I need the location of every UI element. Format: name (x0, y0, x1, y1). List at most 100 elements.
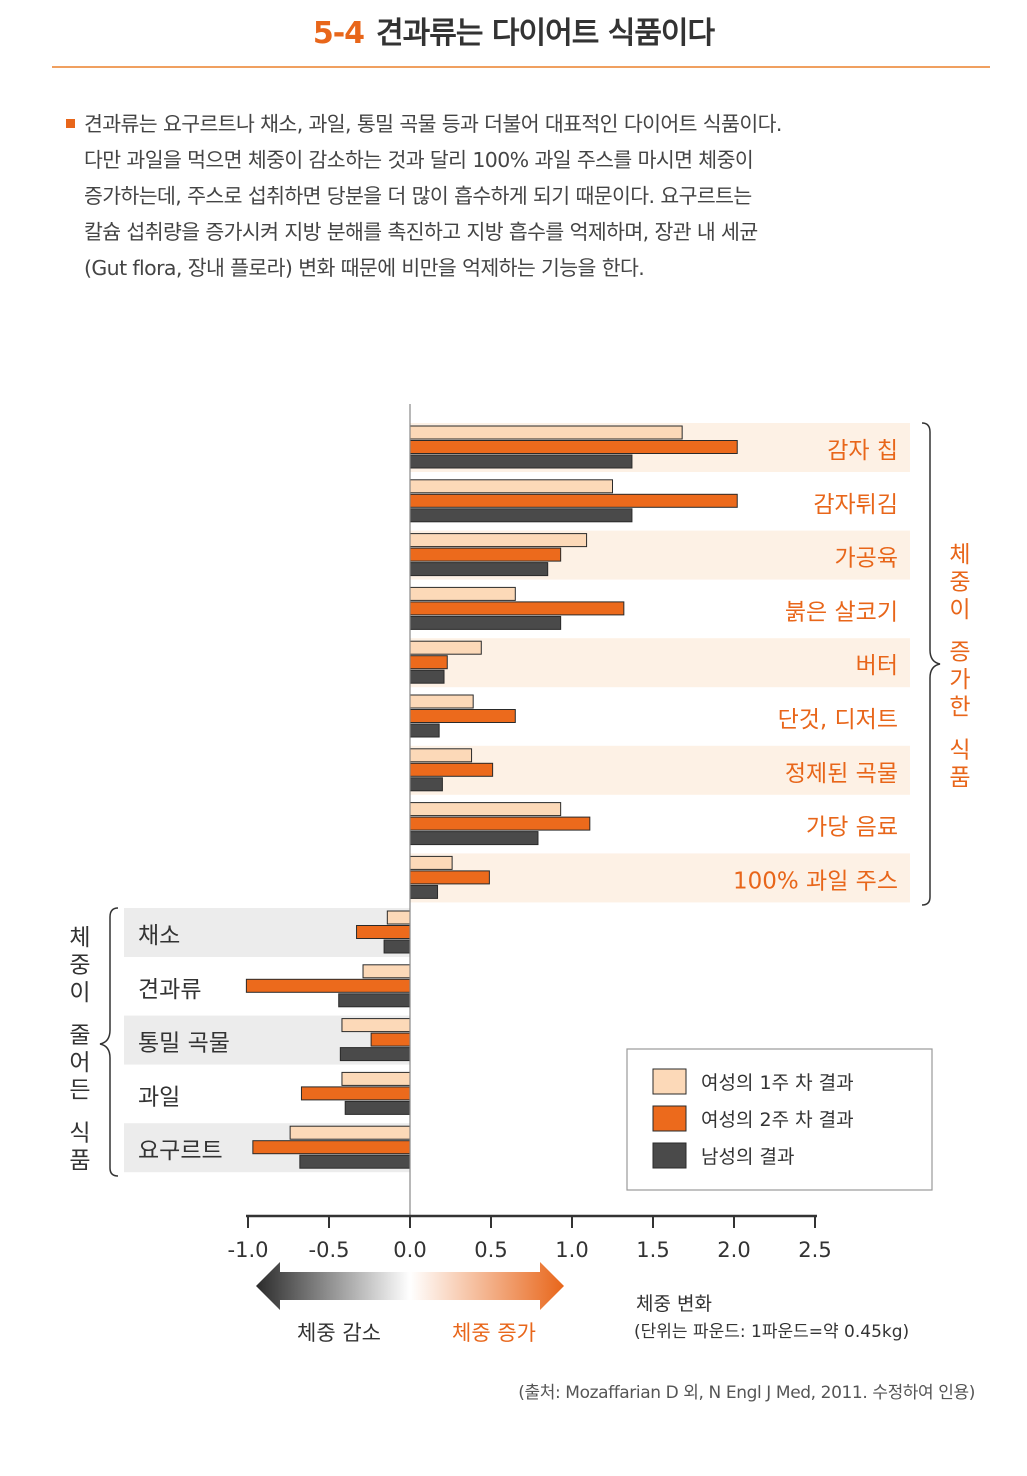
bar-series-1 (409, 425, 683, 440)
bar-series-1 (341, 1071, 411, 1086)
arrow-decrease-label: 체중 감소 (297, 1321, 381, 1345)
category-label: 견과류 (138, 977, 201, 1003)
bar-series-3 (409, 831, 539, 846)
increase-group-label: 증 (949, 640, 970, 666)
bar-series-2 (252, 1140, 411, 1155)
intro-line: 증가하는데, 주스로 섭취하면 당분을 더 많이 흡수하게 되기 때문이다. 요… (84, 184, 752, 208)
bar-series-3 (409, 615, 562, 630)
bar-series-1 (341, 1018, 411, 1033)
bar-series-2 (409, 493, 738, 508)
bar-series-2 (409, 601, 625, 616)
bar-series-1 (409, 802, 562, 817)
x-axis-unit: (단위는 파운드: 1파운드=약 0.45kg) (634, 1322, 909, 1342)
decrease-group-label: 어 (69, 1050, 90, 1076)
category-band (410, 745, 910, 795)
intro-line: 다만 과일을 먹으면 체중이 감소하는 것과 달리 100% 과일 주스를 마시… (84, 148, 754, 172)
decrease-group-label: 든 (69, 1078, 90, 1104)
bar-series-2 (245, 978, 411, 993)
bar-series-3 (409, 777, 443, 792)
legend-swatch (652, 1105, 687, 1132)
bar-series-3 (383, 939, 411, 954)
category-band (410, 638, 910, 688)
arrow-increase-label: 체중 증가 (452, 1321, 536, 1345)
figure-title: 5-4 견과류는 다이어트 식품이다 (0, 8, 1027, 52)
bar-series-3 (344, 1100, 411, 1115)
x-axis-title: 체중 변화 (636, 1293, 712, 1315)
legend-swatch (652, 1068, 687, 1095)
legend-label: 여성의 1주 차 결과 (701, 1072, 854, 1094)
bar-series-2 (409, 870, 490, 885)
bullet-square-icon (66, 119, 75, 128)
category-label: 채소 (138, 923, 180, 949)
intro-line: (Gut flora, 장내 플로라) 변화 때문에 비만을 억제하는 기능을 … (84, 256, 645, 280)
decrease-group-label: 줄 (69, 1023, 90, 1049)
bar-series-2 (409, 440, 738, 454)
source-citation: (출처: Mozaffarian D 외, N Engl J Med, 2011… (518, 1383, 975, 1403)
x-tick-label: 1.0 (555, 1238, 588, 1262)
increase-group-label: 품 (949, 765, 970, 791)
bar-series-2 (409, 655, 448, 670)
bar-series-3 (409, 454, 633, 469)
legend-label: 여성의 2주 차 결과 (701, 1109, 854, 1131)
bar-series-3 (409, 723, 440, 738)
x-tick-label: 2.5 (798, 1238, 831, 1262)
increase-group-label: 한 (949, 695, 970, 721)
bar-series-1 (409, 640, 482, 655)
bar-series-3 (299, 1154, 411, 1169)
figure-title-text: 견과류는 다이어트 식품이다 (376, 16, 715, 51)
decrease-arrow-icon (256, 1262, 410, 1310)
intro-line: 칼슘 섭취량을 증가시켜 지방 분해를 촉진하고 지방 흡수를 억제하며, 장관… (84, 220, 758, 244)
intro-paragraph: 견과류는 요구르트나 채소, 과일, 통밀 곡물 등과 더불어 대표적인 다이어… (66, 106, 986, 286)
bar-series-1 (289, 1125, 411, 1140)
bar-series-3 (409, 562, 549, 577)
bar-series-2 (409, 709, 516, 723)
bar-series-2 (409, 816, 591, 831)
bar-series-2 (409, 547, 562, 562)
category-label: 정제된 곡물 (785, 761, 898, 787)
bar-series-3 (409, 669, 445, 684)
increase-group-label: 가 (949, 667, 970, 693)
decrease-group-bracket (99, 907, 119, 1177)
category-label: 통밀 곡물 (138, 1031, 230, 1057)
decrease-group-label: 식 (69, 1120, 90, 1146)
x-tick-label: 1.5 (636, 1238, 669, 1262)
x-tick-label: -1.0 (228, 1238, 269, 1262)
category-label: 과일 (138, 1084, 180, 1110)
bar-series-1 (409, 533, 588, 548)
category-label: 감자튀김 (813, 492, 898, 518)
decrease-group-label: 품 (69, 1148, 90, 1174)
bar-series-3 (409, 508, 633, 523)
bar-series-1 (409, 586, 516, 601)
bar-series-3 (339, 1047, 411, 1062)
increase-group-label: 체 (949, 542, 970, 568)
x-tick-label: -0.5 (309, 1238, 350, 1262)
bar-series-1 (409, 479, 613, 494)
category-label: 버터 (856, 653, 898, 679)
bar-series-1 (409, 748, 473, 763)
bar-series-2 (300, 1086, 411, 1101)
category-label: 100% 과일 주스 (733, 868, 898, 894)
bar-series-1 (409, 694, 474, 709)
increase-arrow-icon (410, 1262, 564, 1310)
decrease-group-label: 이 (69, 980, 90, 1006)
bar-series-2 (370, 1032, 411, 1047)
increase-group-label: 중 (949, 570, 970, 596)
x-tick-label: 0.5 (474, 1238, 507, 1262)
increase-group-bracket (921, 422, 941, 906)
bar-series-1 (386, 910, 411, 925)
bar-series-3 (338, 993, 411, 1008)
bar-series-3 (409, 884, 439, 899)
legend-label: 남성의 결과 (701, 1146, 794, 1168)
category-label: 가공육 (835, 546, 898, 572)
category-label: 단것, 디저트 (778, 707, 898, 733)
bar-series-1 (409, 855, 453, 870)
bar-series-1 (362, 964, 411, 979)
bar-series-2 (356, 925, 411, 939)
category-label: 감자 칩 (827, 438, 898, 464)
x-tick-label: 0.0 (393, 1238, 426, 1262)
bar-series-2 (409, 762, 494, 777)
category-label: 요구르트 (138, 1138, 223, 1164)
x-tick-label: 2.0 (717, 1238, 750, 1262)
